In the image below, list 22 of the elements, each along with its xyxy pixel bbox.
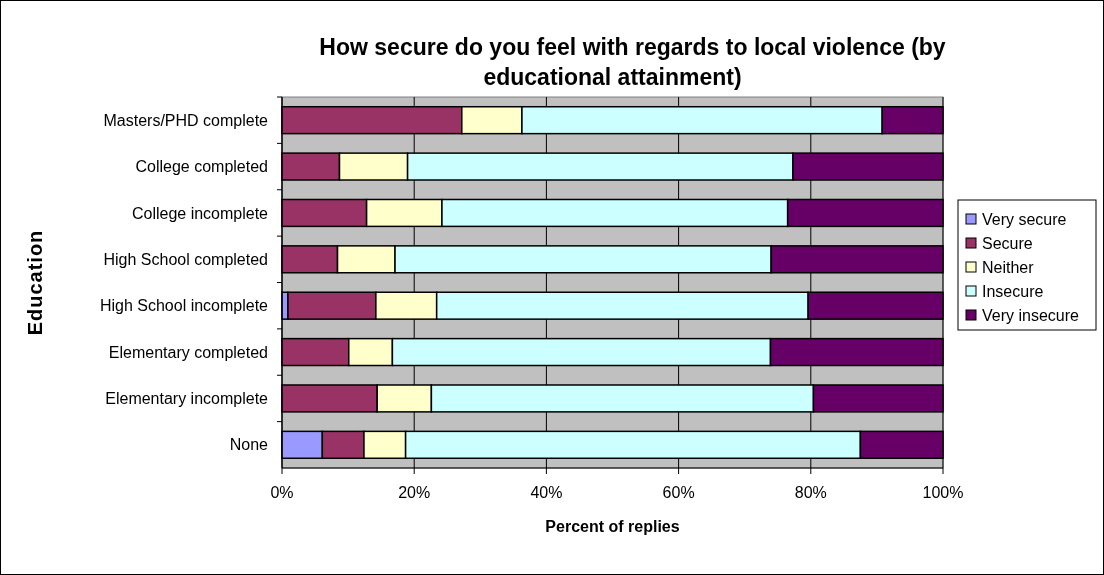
x-tick-label: 20% xyxy=(398,484,431,501)
y-tick-label: Elementary incomplete xyxy=(105,390,269,408)
x-tick-label: 40% xyxy=(530,484,563,501)
y-tick-label: Masters/PHD complete xyxy=(103,111,269,129)
y-tick-label: College completed xyxy=(135,158,268,176)
y-tick-label: Elementary completed xyxy=(108,343,268,361)
legend-label: Neither xyxy=(982,258,1035,276)
legend-label: Very insecure xyxy=(982,306,1080,324)
legend-label: Insecure xyxy=(982,282,1044,300)
legend-label: Very secure xyxy=(982,210,1067,228)
x-tick-label: 100% xyxy=(922,484,964,501)
y-tick-label: High School incomplete xyxy=(99,297,269,315)
x-axis-title: Percent of replies xyxy=(545,518,680,535)
y-tick-label: None xyxy=(229,436,269,454)
x-tick-label: 0% xyxy=(270,484,294,501)
x-tick-label: 80% xyxy=(794,484,827,501)
legend-label: Secure xyxy=(982,234,1033,252)
chart-title: How secure do you feel with regards to local violence (by educational attainment) xyxy=(319,34,946,90)
y-axis-title: Education xyxy=(24,229,46,336)
y-tick-label: High School completed xyxy=(103,250,268,268)
x-tick-label: 60% xyxy=(662,484,695,501)
y-tick-label: College incomplete xyxy=(131,204,269,222)
